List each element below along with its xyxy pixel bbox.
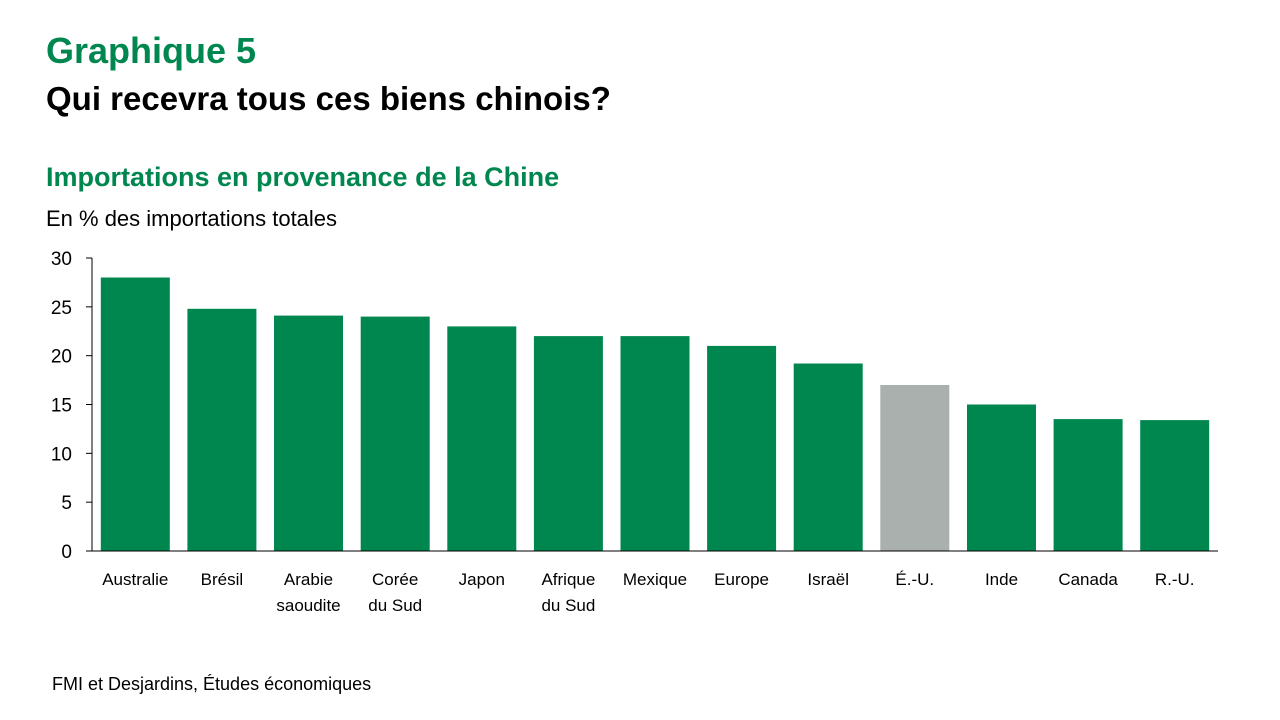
bar bbox=[620, 336, 690, 551]
x-tick-label: Israël bbox=[807, 570, 849, 589]
bar bbox=[533, 336, 603, 551]
x-tick-label: R.-U. bbox=[1155, 570, 1195, 589]
y-tick-label: 10 bbox=[51, 444, 72, 465]
x-tick-label: Europe bbox=[714, 570, 769, 589]
bar bbox=[274, 315, 343, 551]
x-tick-label: Brésil bbox=[201, 570, 244, 589]
bars-layer bbox=[100, 277, 1210, 551]
y-tick-label: 20 bbox=[51, 347, 72, 368]
y-tick-label: 5 bbox=[61, 493, 72, 514]
bar bbox=[880, 385, 950, 551]
y-tick-label: 30 bbox=[51, 249, 72, 270]
x-tick-label: Afrique du Sud bbox=[541, 570, 595, 615]
y-tick-label: 25 bbox=[51, 298, 72, 319]
source-note: FMI et Desjardins, Études économiques bbox=[52, 674, 372, 694]
x-tick-label: Inde bbox=[985, 570, 1018, 589]
bar bbox=[187, 308, 257, 551]
chart-subtitle: En % des importations totales bbox=[46, 206, 338, 231]
y-tick-label: 0 bbox=[61, 542, 72, 563]
x-tick-label: Mexique bbox=[623, 570, 687, 589]
x-tick-label: Japon bbox=[459, 570, 505, 589]
x-tick-label: Corée du Sud bbox=[368, 570, 422, 615]
bar bbox=[447, 326, 517, 551]
bar bbox=[360, 316, 430, 551]
bar bbox=[707, 345, 777, 551]
labels-layer: Australie Brésil Arabie saoudite Corée du Sud… bbox=[51, 249, 1195, 615]
chart-number: Graphique 5 bbox=[46, 30, 257, 71]
bar bbox=[967, 404, 1036, 551]
bar bbox=[100, 277, 170, 551]
x-tick-label: Arabie saoudite bbox=[276, 570, 340, 615]
bar bbox=[1053, 419, 1123, 551]
x-tick-label: Australie bbox=[102, 570, 168, 589]
y-tick-label: 15 bbox=[51, 396, 72, 417]
page-title: Qui recevra tous ces biens chinois? bbox=[46, 80, 611, 117]
bar bbox=[793, 363, 863, 551]
bar bbox=[1140, 420, 1210, 551]
x-tick-label: É.-U. bbox=[895, 570, 934, 589]
axes-layer bbox=[86, 257, 1218, 552]
x-tick-label: Canada bbox=[1058, 570, 1118, 589]
chart-title: Importations en provenance de la Chine bbox=[46, 162, 560, 192]
